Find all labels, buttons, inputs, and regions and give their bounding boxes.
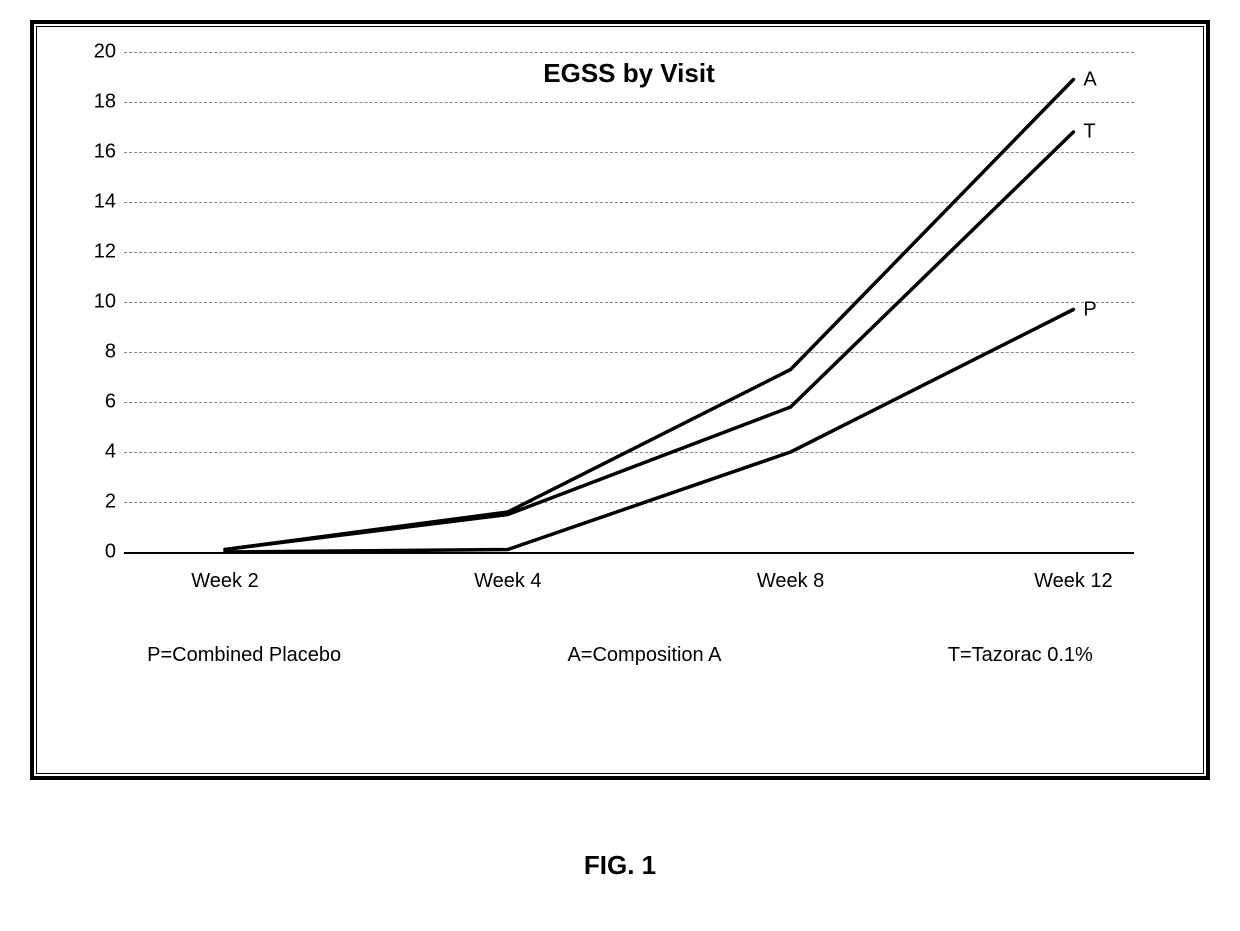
chart-legend: P=Combined Placebo A=Composition A T=Tazor… — [34, 644, 1206, 667]
legend-item: P=Combined Placebo — [147, 644, 341, 667]
y-tick-label: 12 — [94, 241, 124, 264]
series-line-P — [225, 310, 1073, 553]
y-tick-label: 10 — [94, 291, 124, 314]
x-tick-label: Week 8 — [757, 552, 824, 593]
chart-series-svg — [124, 52, 1134, 552]
y-tick-label: 2 — [105, 491, 124, 514]
x-tick-label: Week 12 — [1034, 552, 1113, 593]
series-end-label-T: T — [1083, 121, 1095, 144]
y-tick-label: 0 — [105, 541, 124, 564]
series-end-label-A: A — [1083, 68, 1096, 91]
chart-outer-frame: EGSS by Visit 02468101214161820Week 2Wee… — [30, 20, 1210, 780]
y-tick-label: 4 — [105, 441, 124, 464]
series-line-T — [225, 132, 1073, 550]
x-tick-label: Week 4 — [474, 552, 541, 593]
y-tick-label: 18 — [94, 91, 124, 114]
legend-item: T=Tazorac 0.1% — [948, 644, 1093, 667]
legend-item: A=Composition A — [567, 644, 721, 667]
y-tick-label: 8 — [105, 341, 124, 364]
y-tick-label: 16 — [94, 141, 124, 164]
y-tick-label: 20 — [94, 41, 124, 64]
chart-plot-area: EGSS by Visit 02468101214161820Week 2Wee… — [124, 52, 1134, 552]
figure-caption: FIG. 1 — [584, 850, 656, 881]
series-end-label-P: P — [1083, 298, 1096, 321]
y-tick-label: 6 — [105, 391, 124, 414]
page: EGSS by Visit 02468101214161820Week 2Wee… — [0, 0, 1240, 931]
series-line-A — [225, 80, 1073, 550]
x-tick-label: Week 2 — [191, 552, 258, 593]
y-tick-label: 14 — [94, 191, 124, 214]
